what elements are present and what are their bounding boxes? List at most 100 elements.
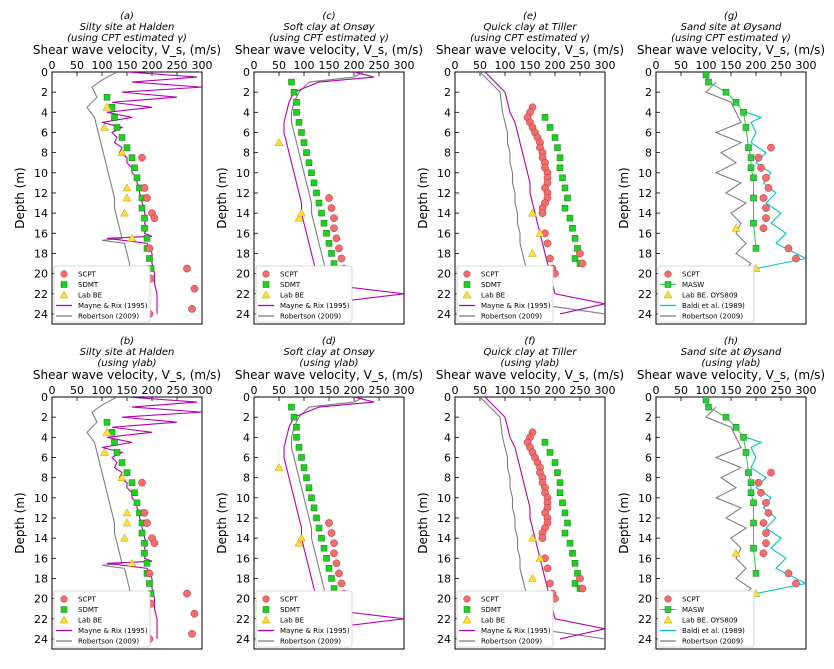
sdmt-point [141,214,148,222]
scpt-point [759,519,768,527]
sdmt-point [559,174,566,182]
sdmt-point [554,144,561,151]
scpt-point [190,284,199,293]
y-tick-label: 18 [638,572,652,585]
legend-swatch-scpt [463,270,471,278]
sdmt-point [133,499,141,507]
sdmt-point [308,169,315,177]
masw-point [722,88,730,96]
scpt-point [140,184,149,192]
y-tick-label: 8 [41,472,48,485]
panel-title: Soft clay at Onsøy [283,347,375,358]
y-tick-label: 0 [41,391,48,404]
y-tick-label: 20 [34,593,48,606]
legend-swatch-labbe [462,615,472,624]
x-tick-label: 100 [495,59,516,72]
legend-box [53,265,151,323]
legend-swatch-scpt [664,595,672,603]
masw-point [745,144,752,151]
y-tick-label: 12 [437,512,451,525]
y-tick-label: 2 [444,411,451,424]
legend-label-labbe: Lab BE [481,292,505,300]
x-tick-label: 150 [117,384,138,397]
x-tick-label: 250 [369,384,390,397]
scpt-point [138,478,146,487]
x-tick-label: 250 [771,384,792,397]
y-tick-label: 2 [41,86,48,99]
x-tick-label: 50 [272,59,286,72]
scpt-point [784,569,793,578]
masw-point [747,164,755,172]
x-tick-label: 0 [49,59,56,72]
sdmt-point [566,539,574,547]
legend: SCPT MASW Lab BE. OYS809 Baldi et al. (1989… [657,590,755,648]
x-tick-label: 300 [796,59,817,72]
y-tick-label: 8 [444,147,451,160]
sdmt-point [118,459,126,466]
y-tick-label: 22 [34,288,48,301]
legend-label-scpt: SCPT [78,271,97,279]
masw-point [750,219,757,227]
x-tick-label: 100 [92,384,113,397]
sdmt-point [569,549,576,557]
scpt-point [764,184,773,192]
legend-label-mayne: Mayne & Rix (1995) [78,302,148,310]
y-tick-label: 10 [638,167,652,180]
y-tick-label: 14 [236,207,250,220]
lab-be-point [122,518,132,527]
scpt-point [754,153,763,162]
legend-box [456,590,554,648]
y-tick-label: 22 [236,613,250,626]
scpt-point [138,153,146,162]
legend-swatch-labbe [261,615,271,624]
x-tick-label: 200 [142,59,163,72]
y-tick-label: 6 [444,126,451,139]
legend-label-labbe: Lab BE [78,617,102,625]
lab-be-point [100,122,109,131]
legend-swatch-scpt [60,595,68,603]
scpt-point [546,579,554,588]
legend-swatch-labbe [663,615,673,624]
legend-swatch-scpt [262,270,270,278]
y-tick-label: 0 [444,391,451,404]
legend-label-scpt: SCPT [481,271,500,279]
scpt-point [543,239,552,248]
x-tick-label: 250 [570,59,591,72]
x-tick-label: 250 [167,384,188,397]
y-tick-label: 24 [437,308,451,321]
legend-label-robertson: Robertson (2009) [78,313,139,321]
scpt-point [576,574,584,583]
panel-subtitle: (using CPT estimated γ) [67,33,187,44]
lab-be-point [528,573,537,582]
panel-a: (a)Silty site at Halden(using CPT estima… [13,11,221,325]
lab-be-point [297,208,306,217]
y-tick-label: 4 [444,106,451,119]
panel-f: (f)Quick clay at Tiller(using γlab)Shear… [416,336,624,650]
legend: SCPT SDMT Lab BE Mayne & Rix (1995) Robertso… [255,265,353,323]
y-axis-label: Depth (m) [617,167,631,228]
lab-be-point [102,427,112,436]
scpt-point [183,264,191,273]
x-tick-label: 300 [394,59,415,72]
x-tick-label: 300 [394,384,415,397]
legend-label-robertson: Robertson (2009) [280,313,341,321]
legend-swatch-scpt [262,595,270,603]
y-tick-label: 20 [437,268,451,281]
legend-swatch-sdmt [60,606,68,613]
sdmt-point [556,489,564,497]
sdmt-point [569,224,576,232]
y-tick-label: 6 [645,126,652,139]
y-tick-label: 16 [236,227,250,240]
y-tick-label: 18 [34,247,48,260]
lab-be-point [122,183,132,192]
sdmt-point [128,479,136,486]
sdmt-point [320,219,328,227]
legend-label-scpt: SCPT [78,596,97,604]
y-tick-label: 14 [638,532,652,545]
sdmt-point [295,119,303,126]
legend-label-robertson: Robertson (2009) [481,638,542,646]
y-tick-label: 16 [437,552,451,565]
y-tick-label: 10 [236,492,250,505]
x-tick-label: 250 [167,59,188,72]
y-tick-label: 8 [243,147,250,160]
